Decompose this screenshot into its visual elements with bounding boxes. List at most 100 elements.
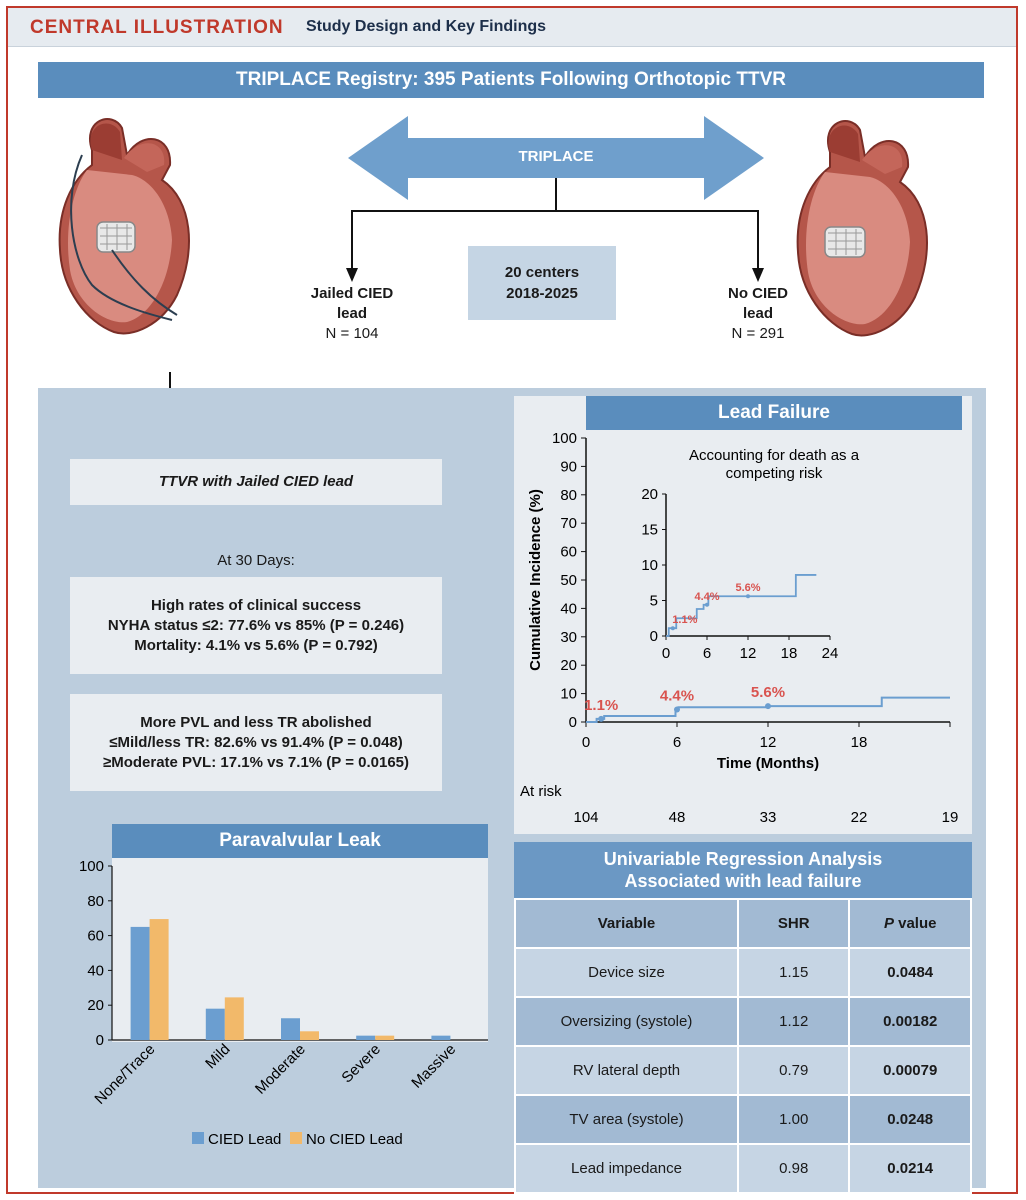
pvl-line2-text: ≥Moderate PVL: 17.1% vs 7.1% (P = <box>102 753 359 771</box>
central-illustration-label: CENTRAL ILLUSTRATION <box>30 17 284 38</box>
cell-variable: Oversizing (systole) <box>514 996 739 1047</box>
x-axis-label: Time (Months) <box>717 755 819 772</box>
inset-annotation-point <box>746 594 750 599</box>
inset-annotation-label: 4.4% <box>694 591 719 603</box>
y-tick-label: 20 <box>560 657 577 674</box>
at-risk-value: 48 <box>669 809 686 826</box>
y-tick-label: 80 <box>560 487 577 504</box>
centers-line1: 20 centers <box>504 264 580 281</box>
inset-annotation-point <box>670 626 675 631</box>
inset-x-tick-label: 6 <box>703 645 711 662</box>
annotation-point <box>598 715 605 722</box>
inset-y-tick-label: 5 <box>650 593 658 610</box>
y-tick-label: 40 <box>560 600 577 617</box>
no-cied-line2: lead <box>742 305 773 322</box>
category-label: Moderate <box>252 1041 309 1098</box>
y-tick-label: 100 <box>79 858 104 875</box>
lead-failure-panel <box>514 396 972 834</box>
annotation-point <box>674 706 680 713</box>
jailed-line1: Jailed CIED <box>310 285 394 302</box>
bar-cied <box>205 1008 225 1040</box>
y-tick-label: 10 <box>560 686 577 703</box>
figure-subtitle: Study Design and Key Findings <box>306 18 547 35</box>
y-tick-label: 60 <box>87 928 104 945</box>
y-tick-label: 0 <box>96 1032 104 1049</box>
y-tick-label: 0 <box>569 714 577 731</box>
category-label: Massive <box>408 1041 459 1092</box>
y-tick-label: 60 <box>560 544 577 561</box>
x-tick-label: 12 <box>760 734 777 751</box>
centers-box: 20 centers 2018-2025 <box>468 246 616 320</box>
regression-title: Univariable Regression Analysis Associat… <box>514 842 972 898</box>
cell-shr: 0.98 <box>736 1143 851 1194</box>
legend-swatch-cied <box>192 1132 204 1144</box>
pvl-bar-chart: 0 20 40 60 80 100 None/Trace Mild Moderate Severe… <box>79 858 488 1148</box>
heart-left-icon <box>58 118 190 335</box>
cell-pvalue: 0.0484 <box>848 947 972 998</box>
y-tick-label: 90 <box>560 458 577 475</box>
header-pvalue: P value <box>848 898 972 949</box>
cell-shr: 1.15 <box>736 947 851 998</box>
no-cied-group: No CIED lead N = 291 <box>696 284 820 344</box>
cell-variable: RV lateral depth <box>514 1045 739 1096</box>
jailed-cied-group: Jailed CIED lead N = 104 <box>290 284 414 344</box>
inset-annotation-label: 1.1% <box>672 614 697 626</box>
no-cied-line1: No CIED <box>728 285 788 302</box>
table-row: TV area (systole) 1.00 0.0248 <box>514 1094 972 1145</box>
bar-cied <box>130 926 150 1040</box>
inset-x-tick-label: 18 <box>781 645 798 662</box>
table-row: Device size 1.15 0.0484 <box>514 947 972 998</box>
cell-pvalue: 0.0248 <box>848 1094 972 1145</box>
regression-title-line1: Univariable Regression Analysis <box>603 849 883 869</box>
incidence-curve <box>586 696 950 723</box>
x-tick-label: 6 <box>673 734 681 751</box>
at-risk-value: 33 <box>760 809 777 826</box>
clinical-line2: Mortality: 4.1% vs 5.6% (P = 0.792) <box>134 636 378 654</box>
at-30-days: At 30 Days: <box>217 552 295 569</box>
inset-title-line1: Accounting for death as a <box>689 447 860 464</box>
annotation-label: 5.6% <box>751 684 785 701</box>
regression-title-line2: Associated with lead failure <box>624 871 862 891</box>
legend-swatch-no-cied <box>290 1132 302 1144</box>
clinical-line1: NYHA status ≤2: 77.6% vs 85% (P = 0.246) <box>107 616 405 634</box>
category-label: Severe <box>338 1041 384 1087</box>
regression-header-row: Variable SHR P value <box>514 898 972 949</box>
category-label: None/Trace <box>91 1041 158 1108</box>
pvl-line1-pvalue: 0.048 <box>360 733 398 751</box>
regression-table: Variable SHR P value Device size 1.15 0.04… <box>514 898 972 1194</box>
header-p-italic: P <box>883 915 894 932</box>
no-cied-n: N = 291 <box>731 325 785 342</box>
inset-x-tick-label: 12 <box>740 645 757 662</box>
inset-x-tick-label: 0 <box>662 645 670 662</box>
pvl-line1-text: ≤Mild/less TR: 82.6% vs 91.4% (P = <box>109 733 361 751</box>
inset-curve <box>666 574 817 637</box>
at-risk-value: 22 <box>851 809 868 826</box>
cell-variable: Lead impedance <box>514 1143 739 1194</box>
legend-label-no-cied: No CIED Lead <box>306 1131 403 1148</box>
table-row: Lead impedance 0.98 0.0214 <box>514 1143 972 1194</box>
bar-no-cied <box>149 919 169 1040</box>
cell-shr: 1.12 <box>736 996 851 1047</box>
y-tick-label: 20 <box>87 997 104 1014</box>
cell-shr: 0.79 <box>736 1045 851 1096</box>
header-shr: SHR <box>736 898 851 949</box>
cell-pvalue: 0.0214 <box>848 1143 972 1194</box>
centers-line2: 2018-2025 <box>506 285 578 302</box>
y-tick-label: 100 <box>552 430 577 447</box>
cell-shr: 1.00 <box>736 1094 851 1145</box>
y-tick-label: 50 <box>560 572 577 589</box>
pvl-tr-box: More PVL and less TR abolished ≤Mild/les… <box>70 694 442 791</box>
at-risk-label: At risk <box>520 783 562 800</box>
inset-y-tick-label: 0 <box>650 628 658 645</box>
inset-title-line2: competing risk <box>726 465 823 482</box>
legend-label-cied: CIED Lead <box>208 1131 281 1148</box>
inset-y-tick-label: 15 <box>641 522 658 539</box>
inset-x-tick-label: 24 <box>822 645 839 662</box>
at-risk-value: 104 <box>573 809 598 826</box>
bar-cied <box>281 1018 300 1040</box>
y-tick-label: 30 <box>560 629 577 646</box>
bar-no-cied <box>224 997 244 1040</box>
bar-no-cied <box>375 1035 395 1040</box>
clinical-title: High rates of clinical success <box>150 596 362 614</box>
